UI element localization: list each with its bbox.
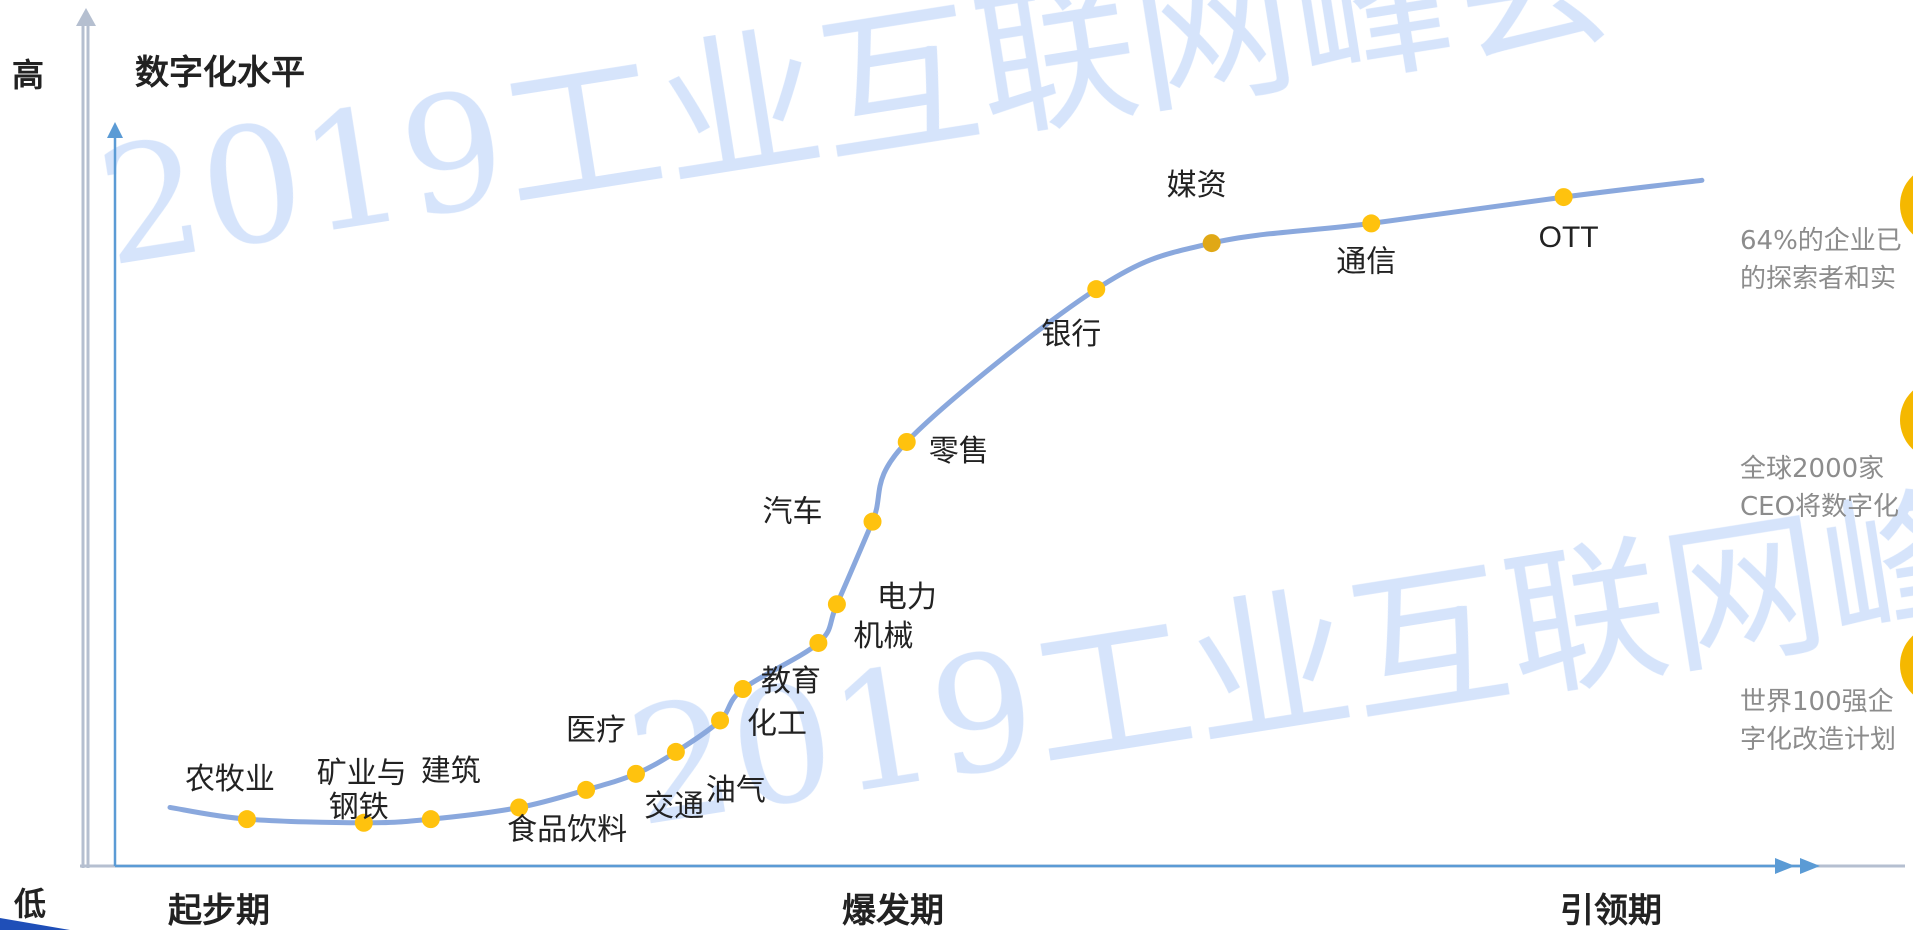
watermark: 2019工业互联网峰会 2019工业互联网峰会 — [87, 0, 1913, 863]
y-high-label: 高 — [12, 57, 44, 93]
data-point — [1362, 214, 1381, 233]
data-point — [1087, 280, 1106, 299]
data-point-label: 矿业与钢铁 — [317, 757, 407, 824]
data-point-label: 食品饮料 — [507, 813, 627, 846]
series-points — [237, 188, 1573, 832]
data-point — [626, 764, 645, 783]
side-note-2-line2: CEO将数字化 — [1740, 492, 1900, 522]
side-note-2: 全球2000家 CEO将数字化 — [1740, 450, 1913, 526]
data-point-label: 通信 — [1336, 245, 1396, 278]
y-low-label: 低 — [14, 886, 46, 922]
data-point — [577, 780, 596, 799]
side-note-1-line1: 64%的企业已 — [1740, 226, 1902, 256]
side-note-3-line1: 世界100强企 — [1740, 687, 1894, 717]
data-point — [733, 680, 752, 699]
x-stage-label-lead: 引领期 — [1560, 892, 1662, 930]
y-axis-title: 数字化水平 — [135, 54, 305, 92]
data-point — [827, 595, 846, 614]
data-point — [809, 633, 828, 652]
data-point — [897, 432, 916, 451]
data-point-label: 汽车 — [763, 496, 823, 529]
data-point-label: 建筑 — [421, 755, 481, 788]
data-point-label: 油气 — [706, 774, 766, 807]
data-point-label: 电力 — [877, 581, 937, 614]
data-point — [1554, 188, 1573, 207]
data-point — [1202, 234, 1221, 253]
side-note-3: 世界100强企 字化改造计划 — [1740, 683, 1913, 759]
data-point-label: 银行 — [1041, 318, 1101, 351]
data-point — [510, 798, 529, 817]
data-point — [863, 512, 882, 531]
inner-y-arrow — [107, 122, 123, 138]
x-stage-label-start: 起步期 — [168, 892, 270, 930]
inner-axes — [113, 135, 1800, 868]
data-point — [237, 810, 256, 829]
data-point-label: 化工 — [747, 707, 807, 740]
data-point — [421, 810, 440, 829]
data-point — [711, 711, 730, 730]
data-point-label: 农牧业 — [185, 763, 275, 796]
data-point-label: 媒资 — [1167, 169, 1227, 202]
side-note-2-line1: 全球2000家 — [1740, 454, 1885, 484]
side-ring-2 — [1900, 380, 1913, 460]
inner-x-arrow — [1775, 858, 1795, 874]
outer-y-arrow — [76, 8, 96, 26]
x-stage-label-burst: 爆发期 — [842, 892, 944, 930]
data-point — [354, 813, 373, 832]
data-point-label: 医疗 — [566, 714, 626, 747]
side-note-3-line2: 字化改造计划 — [1740, 725, 1897, 755]
corner-decoration — [0, 918, 70, 930]
side-notes: 64%的企业已 的探索者和实 全球2000家 CEO将数字化 世界100强企 字… — [1740, 0, 1913, 930]
data-point-label: 零售 — [929, 435, 989, 468]
data-point-label: 交通 — [644, 790, 704, 823]
side-note-1: 64%的企业已 的探索者和实 — [1740, 222, 1913, 298]
data-point — [666, 742, 685, 761]
data-point-label: 机械 — [853, 620, 913, 653]
inner-x-arrow-2 — [1800, 858, 1820, 874]
side-note-1-line2: 的探索者和实 — [1740, 264, 1897, 294]
data-point-label: OTT — [1539, 221, 1599, 254]
data-point-label: 教育 — [761, 665, 821, 698]
